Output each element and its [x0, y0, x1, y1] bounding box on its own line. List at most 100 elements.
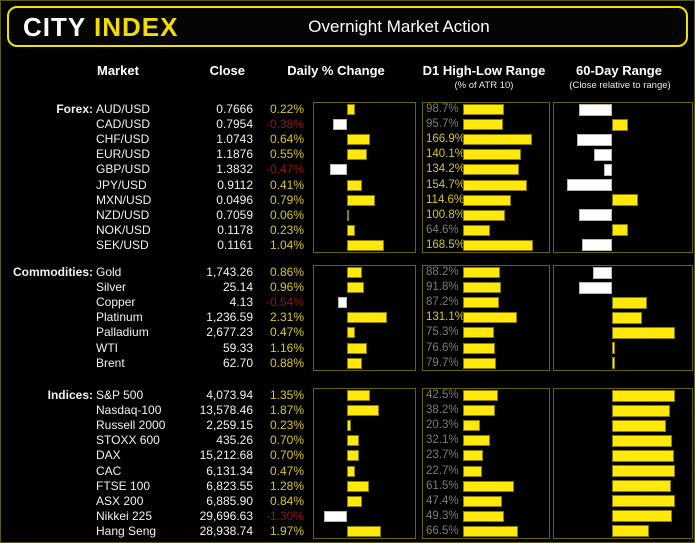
atr-pct-value: 22.7%: [426, 464, 459, 477]
city-index-logo: CITY INDEX: [23, 12, 178, 43]
sixty-day-range-bar: [612, 311, 643, 324]
close-value: 0.1178: [217, 222, 253, 237]
daily-pct-bar: [347, 450, 360, 462]
daily-pct-bar: [330, 164, 347, 176]
daily-pct-bar: [337, 297, 347, 309]
daily-pct-bar: [347, 104, 355, 115]
atr-range-bar: [463, 312, 518, 324]
close-value: 1.0743: [216, 132, 253, 147]
daily-pct-value: 2.31%: [269, 310, 304, 325]
close-value: 6,131.34: [206, 463, 253, 478]
atr-range-bar: [463, 119, 503, 131]
atr-range-bar: [463, 164, 519, 176]
daily-pct-value: 0.23%: [269, 222, 304, 237]
close-value: 0.7954: [216, 117, 253, 132]
daily-pct-value: 0.70%: [269, 448, 304, 463]
atr-pct-value: 140.1%: [426, 148, 466, 161]
atr-range-bar: [463, 510, 504, 522]
atr-range-bar: [463, 209, 505, 221]
daily-pct-value: 0.88%: [269, 355, 304, 370]
daily-pct-bar: [347, 149, 367, 161]
sixty-day-range-bar: [612, 465, 675, 477]
market-name: CHF/USD: [96, 132, 150, 147]
atr-range-bar: [463, 134, 533, 146]
market-name: Platinum: [96, 310, 143, 325]
sixty-day-range-bar: [612, 224, 629, 237]
daily-pct-value: 1.16%: [269, 340, 304, 355]
market-name: GBP/USD: [96, 162, 151, 177]
market-name: WTI: [96, 340, 118, 355]
daily-pct-value: 0.79%: [269, 192, 304, 207]
section-label: Commodities:: [12, 265, 93, 279]
column-header-60day-range: 60-Day Range: [576, 63, 662, 78]
daily-pct-bar: [347, 282, 364, 294]
daily-change-panel: [313, 102, 416, 253]
close-value: 1,236.59: [206, 310, 253, 325]
atr-pct-value: 168.5%: [426, 238, 466, 251]
atr-pct-value: 131.1%: [426, 311, 466, 324]
atr-range-bar: [463, 495, 503, 507]
market-name: Hang Seng: [96, 523, 157, 538]
sixty-day-range-bar: [612, 434, 673, 447]
sixty-day-range-bar: [604, 163, 612, 176]
section-label: Indices:: [47, 388, 93, 402]
sixty-day-range-bar: [581, 239, 612, 252]
daily-pct-bar: [347, 134, 370, 146]
close-value: 0.0496: [216, 192, 253, 207]
daily-pct-bar: [347, 179, 362, 191]
close-value: 1,743.26: [206, 265, 253, 279]
market-name: Gold: [96, 265, 122, 279]
daily-pct-bar: [347, 495, 362, 507]
atr-pct-value: 91.8%: [426, 281, 459, 294]
market-name: NZD/USD: [96, 207, 150, 222]
close-value: 25.14: [222, 280, 253, 295]
atr-range-bar: [463, 480, 515, 492]
daily-pct-value: 0.70%: [269, 433, 304, 448]
daily-pct-value: 0.84%: [269, 493, 304, 508]
atr-pct-value: 38.2%: [426, 404, 459, 417]
atr-range-bar: [463, 405, 495, 417]
sixty-day-range-bar: [612, 194, 639, 207]
daily-pct-bar: [347, 480, 370, 492]
close-value: 29,696.63: [199, 508, 253, 523]
daily-pct-bar: [347, 194, 376, 206]
market-name: S&P 500: [96, 388, 144, 402]
atr-pct-value: 100.8%: [426, 208, 466, 221]
atr-pct-value: 32.1%: [426, 434, 459, 447]
atr-range-bar: [463, 179, 528, 191]
atr-range-bar: [463, 327, 495, 339]
close-value: 0.9112: [217, 177, 253, 192]
close-value: 59.33: [222, 340, 253, 355]
atr-pct-value: 88.2%: [426, 266, 459, 278]
atr-range-bar: [463, 282, 502, 294]
market-name: Silver: [96, 280, 127, 295]
header-banner: CITY INDEX Overnight Market Action: [7, 6, 688, 47]
market-name: Brent: [96, 355, 125, 370]
market-name: ASX 200: [96, 493, 144, 508]
atr-range-bar: [463, 194, 511, 206]
sixty-day-range-bar: [579, 281, 612, 294]
market-name: AUD/USD: [96, 102, 151, 116]
atr-range-bar: [463, 435, 490, 447]
sixty-day-range-bar: [612, 449, 674, 462]
daily-pct-value: -0.47%: [265, 162, 304, 177]
market-name: STOXX 600: [96, 433, 160, 448]
market-name: MXN/USD: [96, 192, 152, 207]
column-header-daily-change: Daily % Change: [287, 63, 385, 78]
atr-pct-value: 42.5%: [426, 389, 459, 401]
atr-pct-value: 114.6%: [426, 193, 465, 206]
market-name: JPY/USD: [96, 177, 147, 192]
close-value: 0.7666: [216, 102, 253, 116]
daily-pct-value: -1.30%: [265, 508, 304, 523]
atr-range-bar: [463, 267, 500, 278]
daily-pct-bar: [347, 327, 356, 339]
atr-pct-value: 49.3%: [426, 509, 459, 522]
atr-range-bar: [463, 149, 522, 161]
close-value: 15,212.68: [199, 448, 253, 463]
sixty-day-range-bar: [612, 357, 615, 370]
sixty-day-range-bar: [612, 404, 670, 417]
daily-pct-value: 0.55%: [269, 147, 304, 162]
daily-pct-bar: [347, 224, 356, 236]
logo-city: CITY: [23, 12, 94, 42]
sixty-day-range-bar: [612, 495, 675, 508]
